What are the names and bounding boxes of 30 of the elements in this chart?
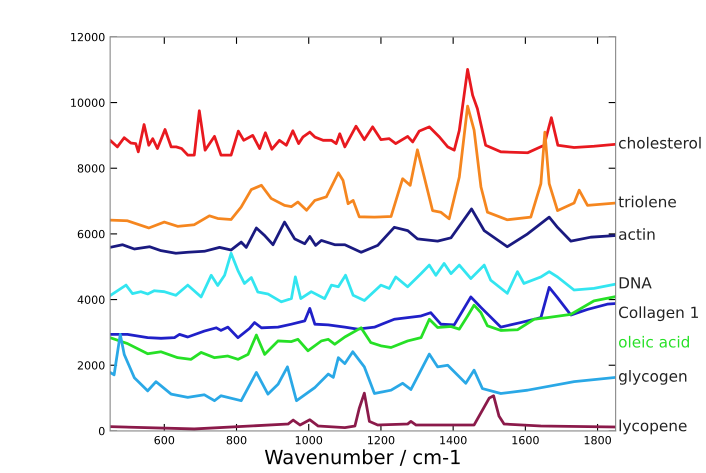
y-tick-label: 6000 bbox=[78, 230, 105, 238]
line-series bbox=[110, 68, 616, 156]
series-label: lycopene bbox=[620, 420, 687, 434]
x-tick-label: 600 bbox=[154, 436, 174, 444]
x-tick-label: 1800 bbox=[584, 436, 611, 444]
y-tick-label: 0 bbox=[98, 426, 105, 436]
series-label: Collagen 1 bbox=[619, 306, 698, 322]
x-tick-label: 800 bbox=[226, 436, 246, 444]
y-tick-label: 4000 bbox=[78, 296, 105, 304]
line-series bbox=[110, 295, 616, 361]
line-series bbox=[110, 104, 616, 230]
y-tick-label: 2000 bbox=[78, 361, 105, 370]
y-tick-label: 8000 bbox=[78, 164, 105, 173]
text: oleic acid bbox=[619, 336, 689, 348]
series-label: actin bbox=[619, 228, 655, 240]
series-label: cholesterol bbox=[619, 136, 701, 149]
line-series bbox=[110, 286, 616, 340]
y-tick-label: 10000 bbox=[71, 98, 105, 107]
series-label: glycogen bbox=[619, 370, 686, 385]
series-label: DNA bbox=[620, 277, 652, 288]
x-tick-label: 1000 bbox=[296, 436, 322, 444]
x-tick-label: 1400 bbox=[440, 436, 467, 444]
y-tick-label: 12000 bbox=[71, 32, 105, 42]
series-label: triolene bbox=[618, 196, 676, 208]
x-tick-label: 1600 bbox=[512, 436, 539, 444]
line-series bbox=[110, 252, 616, 304]
x-axis-title: Wavenumber / cm-1 bbox=[264, 449, 460, 466]
line-series bbox=[110, 208, 616, 255]
line-series bbox=[110, 332, 616, 402]
x-tick-label: 1200 bbox=[368, 436, 394, 444]
